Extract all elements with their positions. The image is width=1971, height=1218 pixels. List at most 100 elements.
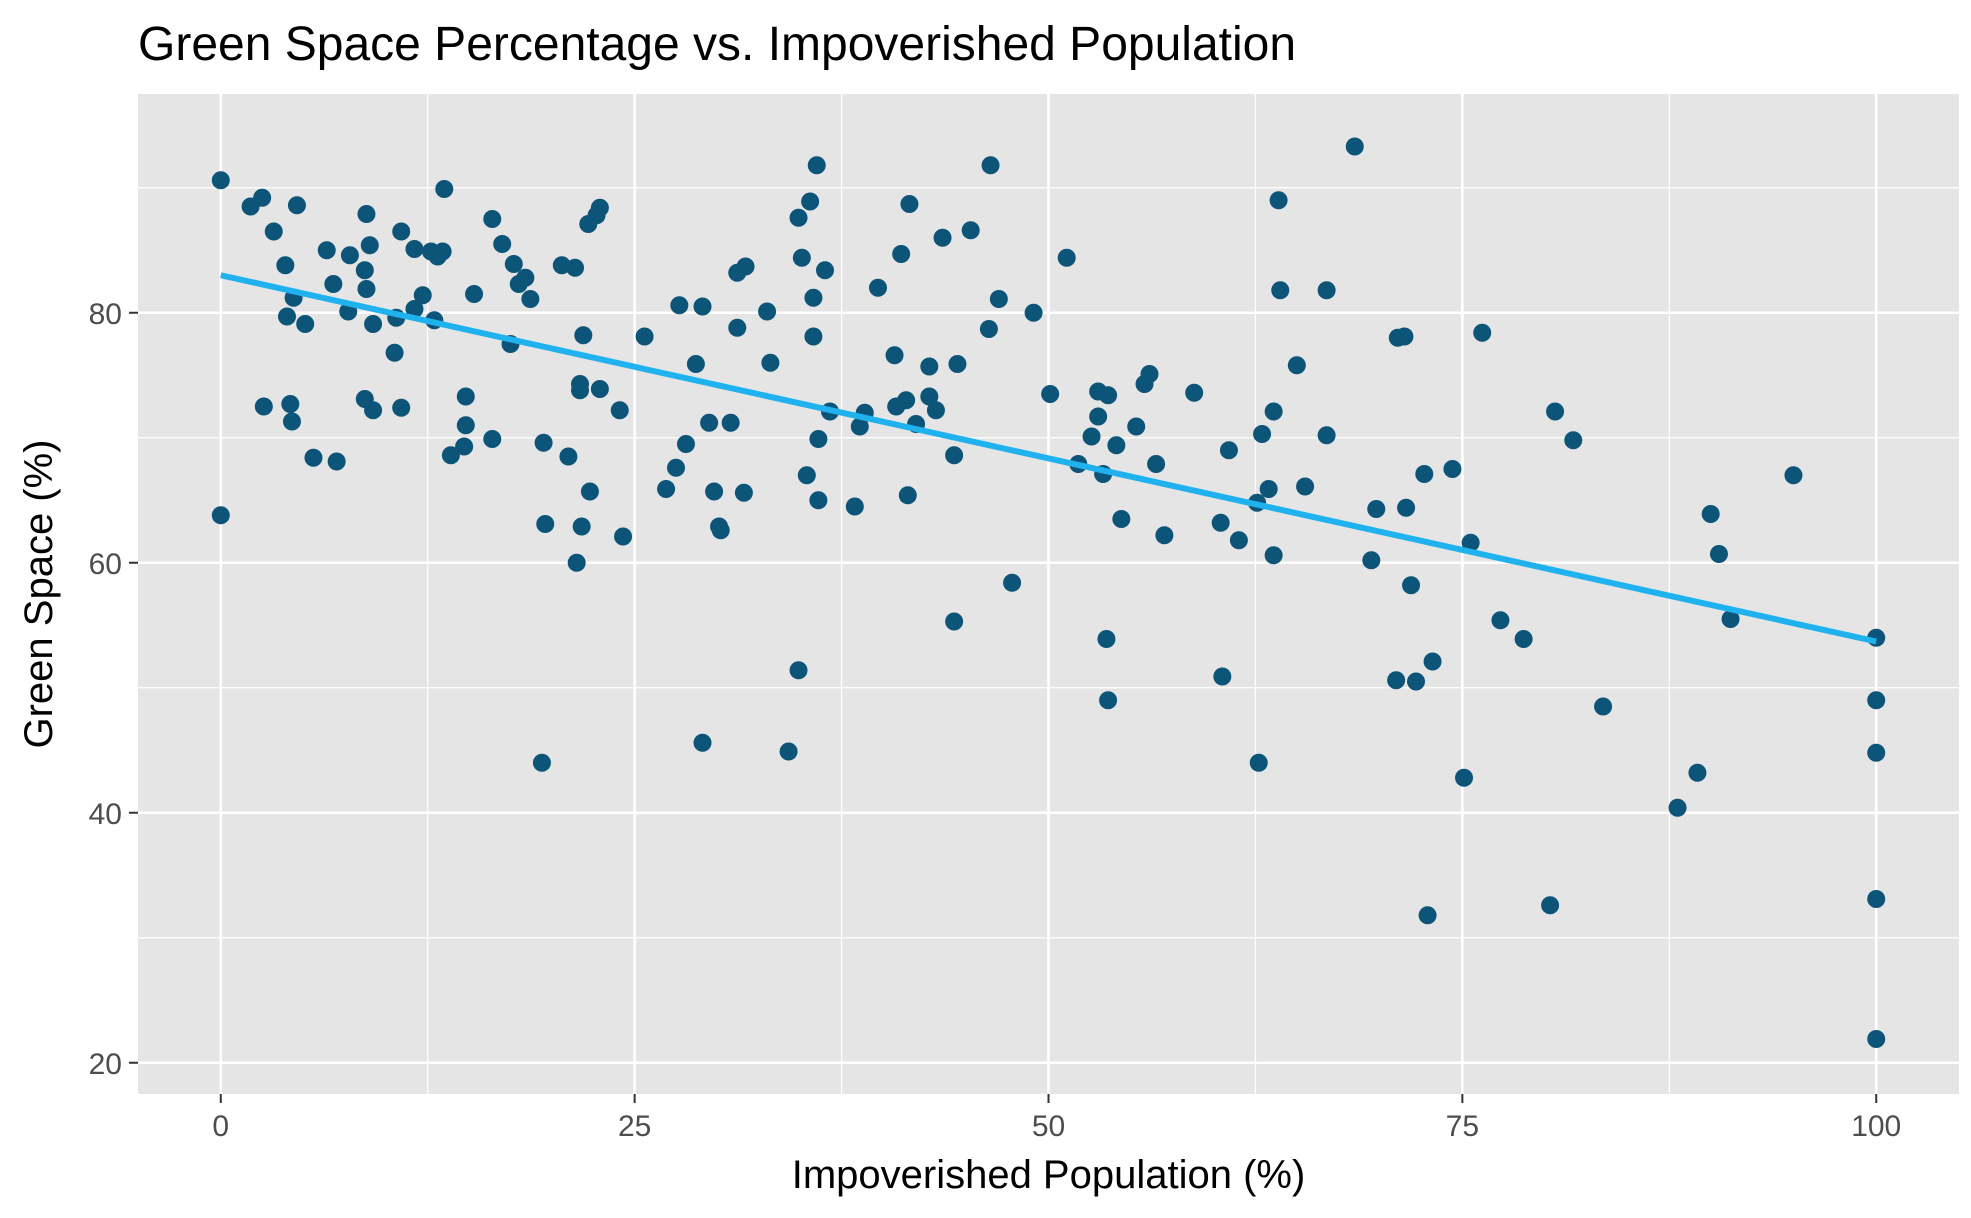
data-point — [804, 288, 823, 307]
data-point — [456, 416, 475, 435]
data-point — [1415, 465, 1434, 483]
data-point — [574, 326, 593, 345]
data-point — [1867, 1030, 1886, 1048]
data-point — [1112, 510, 1131, 528]
data-point — [728, 318, 747, 337]
data-point — [801, 192, 820, 211]
data-point — [758, 302, 777, 321]
data-point — [807, 156, 826, 175]
data-point — [734, 483, 753, 502]
data-point — [1514, 630, 1533, 648]
data-point — [340, 246, 359, 265]
data-point — [317, 241, 336, 260]
y-axis-title: Green Space (%) — [17, 439, 61, 748]
data-point — [1269, 191, 1288, 210]
data-point — [1367, 500, 1386, 518]
data-point — [809, 430, 828, 448]
data-point — [779, 742, 798, 761]
data-point — [1140, 365, 1159, 383]
data-point — [433, 242, 452, 261]
data-point — [1423, 652, 1442, 671]
x-tick-label: 50 — [1032, 1110, 1065, 1143]
data-point — [1099, 691, 1118, 710]
data-point — [705, 482, 724, 501]
data-point — [981, 156, 1000, 175]
data-point — [676, 435, 695, 453]
data-point — [1688, 763, 1707, 782]
data-point — [945, 446, 964, 465]
y-axis: 20 40 60 80 — [89, 298, 138, 1081]
data-point — [385, 343, 404, 362]
data-point — [483, 210, 502, 228]
data-point — [897, 391, 916, 410]
data-point — [357, 280, 376, 298]
data-point — [979, 320, 998, 338]
data-point — [571, 381, 590, 400]
data-point — [885, 346, 904, 365]
data-point — [559, 447, 578, 466]
data-point — [898, 486, 917, 505]
data-point — [1211, 513, 1230, 532]
data-point — [1721, 610, 1740, 628]
data-point — [961, 221, 980, 240]
data-point — [211, 506, 230, 525]
data-point — [1473, 323, 1492, 342]
data-point — [277, 307, 296, 326]
data-point — [364, 401, 383, 420]
data-point — [254, 397, 273, 416]
data-point — [1296, 477, 1315, 496]
data-point — [465, 285, 484, 303]
data-point — [1147, 455, 1166, 473]
data-point — [1082, 427, 1101, 446]
data-point — [948, 355, 967, 373]
x-axis: 0 25 50 75 100 — [212, 1094, 1901, 1143]
data-point — [892, 245, 911, 263]
data-point — [1491, 611, 1510, 630]
data-point — [1249, 753, 1268, 772]
data-point — [614, 527, 633, 546]
data-point — [296, 315, 315, 333]
data-point — [1003, 573, 1022, 592]
data-point — [1443, 460, 1462, 478]
data-point — [1709, 545, 1728, 563]
data-point — [789, 661, 808, 680]
data-point — [1784, 466, 1803, 485]
data-point — [1264, 546, 1283, 565]
data-point — [1097, 630, 1116, 648]
data-point — [1229, 531, 1248, 550]
data-point — [920, 387, 939, 406]
data-point — [1407, 672, 1426, 691]
data-point — [1057, 248, 1076, 267]
data-point — [900, 195, 919, 213]
data-point — [1317, 281, 1336, 300]
data-points — [211, 137, 1886, 1048]
data-point — [736, 257, 755, 276]
data-point — [1397, 498, 1416, 517]
data-point — [590, 380, 609, 398]
data-point — [282, 412, 301, 431]
data-point — [566, 258, 585, 277]
data-point — [1155, 526, 1174, 545]
data-point — [304, 448, 323, 467]
data-point — [670, 296, 689, 315]
data-point — [580, 482, 599, 501]
data-point — [1395, 327, 1414, 346]
major-gridlines — [138, 94, 1959, 1094]
data-point — [686, 355, 705, 373]
data-point — [1271, 281, 1290, 300]
data-point — [1264, 402, 1283, 421]
data-point — [1541, 896, 1560, 915]
data-point — [1041, 385, 1060, 403]
y-tick-label: 40 — [89, 798, 122, 831]
data-point — [945, 612, 964, 631]
data-point — [797, 466, 816, 485]
data-point — [504, 255, 523, 273]
data-point — [1402, 576, 1421, 595]
data-point — [926, 401, 945, 420]
x-tick-label: 100 — [1851, 1110, 1901, 1143]
data-point — [1455, 768, 1474, 787]
data-point — [845, 497, 864, 516]
data-point — [1219, 441, 1238, 460]
data-point — [1594, 697, 1613, 716]
